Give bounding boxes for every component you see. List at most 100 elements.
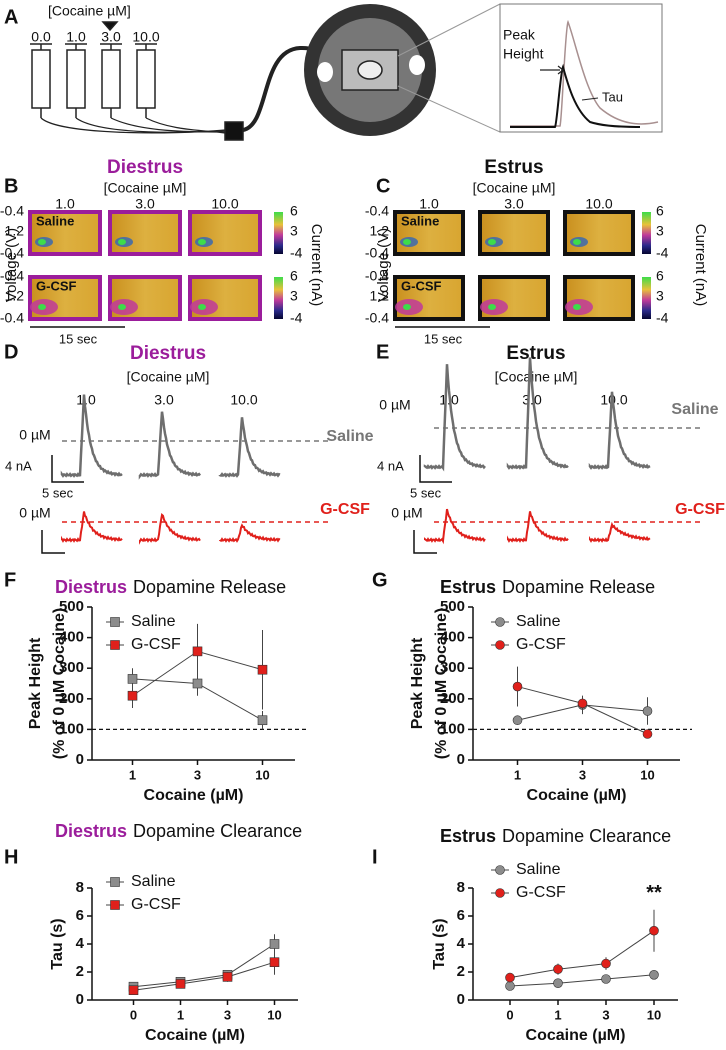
voltage-label: Voltage (V): [375, 228, 392, 302]
panel-label: E: [376, 341, 389, 363]
marker: [649, 969, 659, 980]
marker: [110, 617, 120, 627]
voltage-label: Voltage (V): [3, 228, 20, 302]
y-tick-label: 200: [440, 690, 465, 707]
zero-label: 0 µM: [391, 505, 422, 521]
trace: [588, 391, 651, 470]
colorbar-tick: -4: [290, 310, 303, 326]
colorbar-tick: -4: [656, 310, 669, 326]
colorbar-tick: 3: [290, 223, 298, 239]
chart-title: Estrus Dopamine Release: [440, 577, 655, 597]
y-axis-label: Peak Height: [409, 637, 426, 729]
y-tick-label: 200: [59, 690, 84, 707]
concentration-label: 3.0: [504, 196, 524, 212]
trace: [506, 357, 569, 470]
marker: [495, 865, 505, 875]
row-label: Saline: [36, 213, 74, 228]
voltage-tick: -0.4: [0, 268, 24, 284]
heatmap: [563, 210, 635, 256]
heatmap-core: [198, 239, 206, 245]
y-axis-label: Tau (s): [431, 918, 448, 969]
panel-label: C: [376, 175, 390, 197]
marker: [128, 985, 139, 996]
marker: [110, 900, 120, 910]
heatmap-core: [403, 304, 411, 310]
colorbar-tick: 6: [290, 268, 298, 284]
y-tick-label: 4: [76, 935, 85, 952]
legend-label: Saline: [131, 613, 176, 630]
concentration-label: 3.0: [154, 392, 174, 408]
trace: [589, 521, 651, 543]
legend-label: G-CSF: [516, 884, 566, 901]
group-title: Diestrus: [107, 157, 183, 178]
x-axis-label: Cocaine (µM): [526, 1027, 626, 1044]
y-tick-label: 400: [440, 629, 465, 646]
x-tick-label: 0: [506, 1007, 513, 1022]
marker: [642, 729, 653, 739]
trace: [424, 508, 486, 545]
zero-label: 0 µM: [379, 397, 410, 413]
marker: [553, 964, 563, 975]
tau-label: Tau: [602, 89, 623, 104]
cocaine-label: [Cocaine µM]: [127, 369, 210, 385]
marker: [192, 678, 203, 689]
y-tick-label: 2: [457, 963, 465, 980]
voltage-tick: -0.4: [365, 310, 389, 326]
scale-bar: [419, 455, 452, 483]
heatmap: [28, 275, 102, 321]
marker: [175, 979, 186, 989]
y-tick-label: 8: [76, 879, 84, 896]
heatmap-core: [488, 239, 496, 245]
marker: [642, 706, 653, 716]
row-label: Saline: [401, 213, 439, 228]
y-axis-label: (% of 0 µM Cocaine): [433, 608, 450, 759]
marker: [505, 981, 515, 991]
marker: [577, 698, 588, 709]
colorbar-tick: 3: [656, 223, 664, 239]
legend-label: G-CSF: [131, 636, 181, 653]
marker: [512, 681, 523, 692]
concentration-label: 10.0: [600, 392, 627, 408]
colorbar-tick: 6: [656, 203, 664, 219]
title: Dopamine Clearance: [133, 821, 302, 841]
heatmap-core: [38, 304, 46, 310]
panel-label: F: [4, 569, 16, 591]
voltage-tick: -0.4: [0, 245, 24, 261]
trace: [218, 417, 281, 478]
series-line: [509, 974, 655, 987]
trace: [138, 411, 202, 480]
marker: [512, 715, 523, 726]
panel-label: H: [4, 846, 18, 868]
heatmap-core: [488, 304, 496, 310]
y-tick-label: 100: [440, 720, 465, 737]
scale-label: 4 nA: [377, 458, 404, 473]
panel-label: I: [372, 846, 378, 868]
chart-title: Diestrus Dopamine Release: [55, 577, 286, 597]
concentration-label: 10.0: [230, 392, 257, 408]
y-tick-label: 2: [76, 963, 84, 980]
scale-bar: [413, 530, 437, 554]
panel-label: D: [4, 341, 18, 363]
scale-label: 4 nA: [5, 458, 32, 473]
heatmap-core: [573, 304, 581, 310]
apparatus: [30, 3, 663, 141]
syringe-label: 10.0: [132, 29, 159, 45]
row-label: G-CSF: [675, 501, 725, 518]
row-label: G-CSF: [36, 278, 77, 293]
group-title: Estrus: [506, 343, 565, 364]
heatmap: [28, 210, 102, 256]
marker: [601, 958, 611, 969]
marker: [127, 690, 138, 701]
scale-label: 15 sec: [424, 331, 463, 346]
trace: [219, 523, 281, 543]
heatmap: [393, 210, 465, 256]
marker: [649, 925, 659, 936]
syringe-label: 0.0: [31, 29, 51, 45]
marker: [495, 640, 505, 650]
heatmap-core: [198, 304, 206, 310]
zero-label: 0 µM: [19, 505, 50, 521]
y-tick-label: 100: [59, 720, 84, 737]
syringe-label: 3.0: [101, 29, 121, 45]
x-tick-label: 10: [255, 767, 269, 782]
syringe-label: 1.0: [66, 29, 86, 45]
